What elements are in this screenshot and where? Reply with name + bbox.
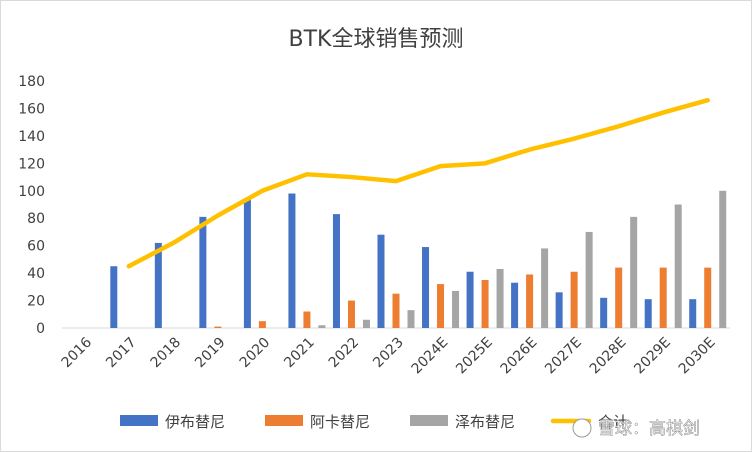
y-tick-label: 80 [27, 211, 45, 227]
bar-3-2025E [496, 268, 504, 328]
bar-2-2023 [392, 293, 400, 328]
bar-2-2028E [615, 267, 623, 328]
chart-title: BTK全球销售预测 [289, 27, 464, 52]
bar-3-2029E [674, 204, 682, 328]
bar-3-2023 [407, 310, 415, 328]
bar-3-2026E [541, 248, 549, 328]
y-tick-label: 100 [18, 184, 45, 200]
y-tick-label: 140 [18, 129, 45, 145]
bar-2-2029E [659, 267, 667, 328]
y-tick-label: 0 [36, 321, 45, 337]
y-tick-label: 20 [27, 294, 45, 310]
bar-1-2020 [243, 199, 251, 328]
bar-2-2027E [570, 271, 578, 328]
bar-3-2028E [630, 216, 638, 328]
legend-label-1: 伊布替尼 [165, 413, 225, 431]
bar-1-2023 [377, 234, 385, 328]
bar-2-2030E [704, 267, 712, 328]
y-tick-label: 120 [18, 156, 45, 172]
legend-label-3: 泽布替尼 [455, 413, 515, 431]
legend-label-4: 合计 [598, 413, 628, 431]
bar-1-2019 [199, 216, 207, 328]
y-tick-label: 40 [27, 266, 45, 282]
bar-2-2022 [347, 300, 355, 328]
bar-1-2029E [644, 299, 652, 328]
bar-1-2025E [466, 271, 474, 328]
legend-label-2: 阿卡替尼 [310, 413, 370, 431]
line-series-group [126, 97, 710, 269]
bar-2-2026E [526, 274, 534, 328]
bar-1-2030E [689, 299, 697, 328]
bar-2-2020 [258, 321, 266, 328]
bar-2-2019 [214, 326, 222, 328]
bar-3-2022 [362, 319, 370, 328]
bar-1-2017 [110, 266, 118, 328]
watermark-logo-icon [572, 418, 592, 438]
bar-1-2028E [600, 297, 608, 328]
bar-1-2021 [288, 193, 296, 328]
y-tick-label: 180 [18, 74, 45, 90]
legend-swatch-3 [410, 415, 448, 426]
y-tick-label: 160 [18, 101, 45, 117]
bar-2-2024E [437, 284, 445, 328]
bar-1-2024E [422, 247, 430, 328]
legend-swatch-2 [265, 415, 303, 426]
y-axis: 0 20 40 60 80 100 120 140 160 180 [18, 74, 45, 337]
bar-2-2021 [303, 311, 311, 328]
line-total [126, 97, 710, 269]
watermark-text: 雪球：高棋剑 [598, 419, 700, 439]
bar-series-group [110, 190, 727, 328]
bar-3-2027E [585, 231, 593, 328]
bar-1-2022 [332, 214, 340, 328]
legend-swatch-1 [120, 415, 158, 426]
bar-1-2018 [154, 242, 162, 328]
bar-3-2024E [452, 290, 460, 328]
bar-1-2026E [511, 282, 519, 328]
watermark: 雪球：高棋剑 [572, 418, 700, 439]
y-tick-label: 60 [27, 239, 45, 255]
bar-3-2021 [318, 325, 326, 328]
bar-1-2027E [555, 292, 563, 328]
bar-3-2030E [719, 190, 727, 328]
legend: 伊布替尼 阿卡替尼 泽布替尼 合计 [120, 413, 628, 431]
bar-2-2025E [481, 279, 489, 328]
